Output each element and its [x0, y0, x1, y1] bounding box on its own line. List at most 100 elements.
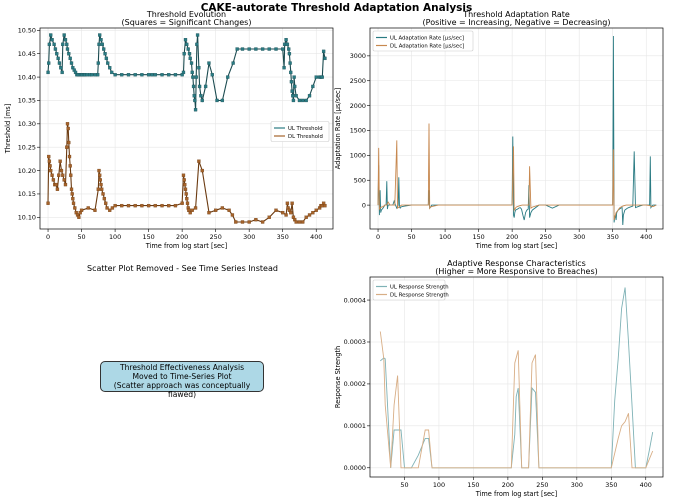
data-point — [307, 94, 312, 98]
data-point — [100, 187, 104, 191]
data-point — [46, 70, 50, 75]
data-point — [207, 210, 211, 215]
chart-title: Adaptive Response Characteristics — [447, 259, 586, 268]
y-tick-label: 2500 — [350, 77, 366, 85]
plot-frame — [369, 276, 664, 478]
x-tick-label: 100 — [433, 481, 445, 489]
chart-3: 50 100 150 200 250 300 350 400 0.0000 0.0001 0.000… — [334, 259, 664, 498]
data-point — [199, 94, 203, 98]
data-point — [150, 73, 154, 77]
data-point — [304, 98, 308, 103]
data-point — [126, 203, 131, 208]
data-point — [274, 47, 278, 51]
data-point — [191, 84, 196, 89]
data-point — [193, 98, 197, 103]
data-point — [267, 47, 271, 51]
x-tick-label: 300 — [571, 481, 583, 489]
data-point — [182, 178, 186, 182]
data-point — [186, 47, 190, 51]
data-point — [65, 122, 70, 126]
data-point — [247, 220, 251, 224]
data-point — [79, 208, 84, 212]
data-point — [190, 208, 194, 212]
plot-frame — [39, 27, 334, 230]
y-tick-label: 10.20 — [18, 167, 36, 175]
x-tick-label: 400 — [640, 481, 652, 489]
x-tick-label: 250 — [540, 233, 552, 241]
data-point — [200, 168, 204, 173]
data-point — [48, 164, 52, 168]
data-point — [53, 47, 58, 51]
data-point — [66, 126, 70, 131]
data-point — [106, 61, 110, 65]
data-point — [96, 187, 100, 191]
data-point — [67, 154, 72, 159]
series-line-1 — [377, 35, 657, 226]
x-tick-label: 200 — [502, 481, 514, 489]
legend-label: UL Threshold — [288, 126, 323, 132]
data-point — [110, 206, 115, 210]
data-point — [113, 203, 117, 208]
data-point — [47, 61, 51, 65]
data-point — [50, 173, 54, 177]
data-point — [311, 210, 315, 215]
x-tick-label: 100 — [109, 233, 121, 241]
data-point — [193, 206, 198, 210]
data-point — [260, 220, 265, 224]
data-point — [194, 75, 198, 79]
data-point — [210, 73, 214, 77]
y-tick-label: 10.30 — [18, 120, 36, 128]
data-point — [288, 61, 292, 65]
data-point — [59, 66, 63, 70]
data-point — [290, 201, 294, 205]
x-tick-label: 0 — [46, 233, 50, 241]
data-point — [200, 98, 204, 103]
data-point — [173, 73, 178, 77]
data-point — [320, 75, 324, 79]
data-point — [126, 73, 131, 77]
legend: UL Threshold DL Threshold — [270, 121, 330, 142]
data-point — [197, 66, 201, 70]
data-point — [71, 201, 76, 205]
x-tick-label: 250 — [210, 233, 222, 241]
data-point — [102, 47, 106, 51]
data-point — [284, 213, 288, 217]
data-point — [254, 47, 258, 51]
x-tick-label: 100 — [439, 233, 451, 241]
chart-title: Threshold Evolution — [146, 10, 226, 19]
data-point — [267, 215, 271, 219]
x-axis-label: Time from log start [sec] — [475, 490, 558, 498]
data-point — [49, 33, 53, 37]
data-point — [227, 208, 231, 212]
chart-title: Threshold Adaptation Rate — [462, 10, 570, 19]
data-point — [113, 73, 117, 77]
data-point — [193, 108, 198, 112]
data-point — [189, 61, 194, 65]
data-point — [100, 42, 105, 47]
chart-subtitle: (Higher = More Responsive to Breaches) — [435, 267, 597, 276]
y-tick-label: 3000 — [350, 52, 366, 60]
x-tick-label: 400 — [640, 233, 652, 241]
legend: UL Adaptation Rate [μs/sec] DL Adaptation… — [372, 30, 474, 52]
data-point — [108, 66, 112, 70]
data-point — [69, 61, 74, 65]
x-tick-label: 150 — [467, 481, 479, 489]
x-tick-label: 0 — [376, 233, 380, 241]
chart-subtitle: (Squares = Significant Changes) — [122, 18, 252, 27]
data-point — [291, 94, 295, 98]
y-tick-label: 10.50 — [18, 27, 36, 35]
data-point — [62, 178, 66, 182]
data-point — [226, 75, 230, 79]
data-point — [180, 201, 184, 205]
data-point — [314, 208, 318, 212]
data-point — [301, 220, 305, 224]
note-line-3: (Scatter approach was conceptually flawe… — [113, 381, 251, 399]
y-tick-label: 2000 — [350, 102, 366, 110]
data-point — [52, 42, 56, 47]
data-point — [167, 203, 171, 208]
data-point — [323, 56, 327, 61]
data-point — [297, 220, 302, 224]
data-point — [63, 38, 68, 42]
data-point — [49, 168, 53, 173]
data-point — [183, 187, 188, 191]
